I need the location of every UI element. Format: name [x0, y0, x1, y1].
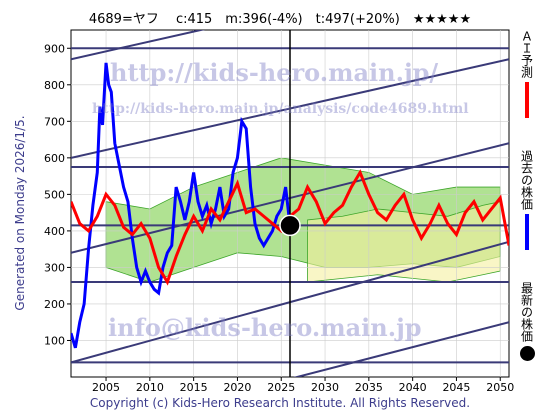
trend-channel-line — [293, 321, 509, 377]
x-tick-label: 2030 — [311, 381, 339, 394]
legend-ai-label: ＡＩ予測 — [519, 30, 534, 78]
legend-latest-dot — [519, 346, 535, 361]
x-tick-label: 2035 — [355, 381, 383, 394]
x-tick-label: 2050 — [486, 381, 514, 394]
legend-ai: ＡＩ予測 — [512, 30, 542, 118]
legend-past-swatch — [525, 214, 529, 250]
x-tick-label: 2025 — [267, 381, 295, 394]
legend-past: 過去の株価 — [512, 150, 542, 250]
y-tick-label: 200 — [44, 298, 65, 311]
legend-past-label: 過去の株価 — [519, 150, 534, 210]
x-tick-label: 2045 — [442, 381, 470, 394]
latest-price-point — [279, 214, 301, 237]
watermark-email: info@kids-hero.main.jp — [108, 313, 422, 342]
y-tick-label: 700 — [44, 115, 65, 128]
trend-channel-line — [71, 30, 206, 61]
x-tick-label: 2020 — [223, 381, 251, 394]
y-tick-label: 400 — [44, 225, 65, 238]
y-tick-label: 900 — [44, 42, 65, 55]
y-tick-label: 100 — [44, 334, 65, 347]
watermark-analysis-url: http://kids-hero.main.jp/analysis/code46… — [92, 101, 469, 117]
watermark-site: http://kids-hero.main.jp/ — [110, 58, 439, 87]
y-tick-label: 600 — [44, 152, 65, 165]
legend-latest-label: 最新の株価 — [519, 282, 534, 342]
past-price-line — [71, 62, 292, 349]
chart-title: 4689=ヤフ c:415 m:396(-4%) t:497(+20%) ★★★… — [88, 12, 472, 27]
x-tick-label: 2010 — [136, 381, 164, 394]
copyright-notice: Copyright (c) Kids-Hero Research Institu… — [89, 396, 471, 410]
legend-latest: 最新の株価 — [512, 282, 542, 361]
x-tick-label: 2040 — [399, 381, 427, 394]
x-tick-label: 2015 — [180, 381, 208, 394]
x-tick-label: 2005 — [92, 381, 120, 394]
y-tick-label: 800 — [44, 79, 65, 92]
legend-ai-swatch — [525, 82, 529, 118]
y-tick-label: 300 — [44, 261, 65, 274]
y-tick-label: 500 — [44, 188, 65, 201]
